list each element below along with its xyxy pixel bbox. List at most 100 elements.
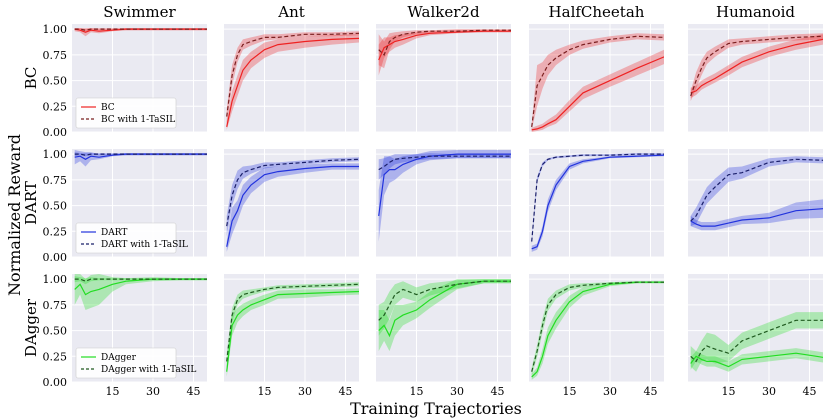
y-tick-label: 0.00: [43, 251, 68, 264]
legend-label-base: DAgger: [101, 353, 137, 363]
panel-background: [688, 24, 823, 132]
series-band-tasil: [690, 156, 823, 227]
series-line-tasil: [531, 35, 664, 127]
series-band-base: [226, 34, 359, 130]
row-labels: BC DART DAgger: [22, 67, 40, 357]
panel-dart-ant: [224, 149, 359, 258]
y-tick-label: 0.25: [43, 100, 68, 113]
series-line-tasil: [531, 281, 664, 372]
series-line-tasil: [690, 35, 823, 97]
panel-background: [688, 149, 823, 257]
panel-plot-area: [74, 150, 207, 167]
y-tick-label: 0.50: [43, 325, 68, 338]
x-tick-label: 15: [258, 385, 272, 398]
y-tick-label: 0.50: [43, 200, 68, 213]
series-line-tasil: [531, 153, 664, 242]
series-band-tasil: [378, 153, 511, 180]
y-tick-label: 0.75: [43, 49, 68, 62]
panel-dagger-swimmer: 0.00 0.25 0.50 0.75 1.00 15 30 45 DAgger DAgger w…: [43, 273, 207, 398]
panel-background: [688, 274, 823, 382]
x-tick-label: 30: [298, 385, 312, 398]
panel-plot-area: [378, 29, 511, 76]
x-tick-label: 45: [644, 385, 658, 398]
panel-bc-humanoid: [688, 24, 823, 133]
panel-plot-area: [74, 28, 207, 37]
series-band-tasil: [531, 33, 664, 130]
panel-plot-area: [690, 156, 823, 231]
panel-background: [224, 24, 359, 132]
y-tick-label: 0.75: [43, 174, 68, 187]
panel-plot-area: [226, 31, 359, 130]
series-band-tasil: [378, 279, 511, 336]
series-band-tasil: [690, 33, 823, 102]
series-line-base: [378, 153, 511, 216]
legend-label-base: BC: [101, 103, 115, 113]
panel-dart-halfcheetah: [529, 149, 664, 258]
panel-dart-swimmer: 0.00 0.25 0.50 0.75 1.00 DART DART with 1-TaSI…: [43, 148, 207, 264]
panel-background: [529, 149, 664, 257]
y-tick-label: 0.00: [43, 376, 68, 389]
series-band-base: [74, 274, 207, 310]
x-tick-label: 15: [410, 385, 424, 398]
series-line-tasil: [74, 278, 207, 282]
series-line-base: [690, 208, 823, 227]
series-line-tasil: [226, 283, 359, 362]
series-line-tasil: [378, 280, 511, 321]
panel-bc-swimmer: 0.00 0.25 0.50 0.75 1.00 BC BC with 1-TaSIL: [43, 23, 207, 139]
legend-label-tasil: DART with 1-TaSIL: [101, 240, 188, 250]
legend-dart: DART DART with 1-TaSIL: [75, 222, 188, 254]
series-line-tasil: [690, 319, 823, 363]
x-tick-label: 30: [762, 385, 776, 398]
column-title-swimmer: Swimmer: [103, 3, 176, 21]
y-tick-label: 0.50: [43, 75, 68, 88]
panel-dart-humanoid: [688, 149, 823, 258]
legend-label-tasil: BC with 1-TaSIL: [101, 115, 175, 125]
series-line-base: [531, 154, 664, 250]
y-tick-label: 1.00: [43, 23, 68, 36]
legend-bc: BC BC with 1-TaSIL: [75, 97, 177, 129]
x-tick-label: 15: [106, 385, 120, 398]
series-band-base: [226, 163, 359, 252]
y-tick-label: 0.00: [43, 126, 68, 139]
column-titles: Swimmer Ant Walker2d HalfCheetah Humanoid: [103, 3, 795, 21]
panel-dagger-walker2d: 15 30 45: [376, 274, 511, 398]
column-title-ant: Ant: [277, 3, 305, 21]
series-band-base: [690, 199, 823, 231]
series-line-tasil: [74, 28, 207, 31]
series-line-base: [226, 37, 359, 128]
column-title-halfcheetah: HalfCheetah: [549, 3, 645, 21]
legend-dagger: DAgger DAgger with 1-TaSIL: [75, 347, 196, 379]
series-line-tasil: [378, 155, 511, 171]
legend-box: [75, 97, 177, 129]
panel-plot-area: [378, 150, 511, 242]
series-line-base: [378, 30, 511, 61]
x-tick-label: 15: [563, 385, 577, 398]
series-band-tasil: [690, 312, 823, 372]
row-label-dagger: DAgger: [22, 298, 40, 357]
y-tick-label: 0.75: [43, 299, 68, 312]
panel-bc-walker2d: [376, 24, 511, 133]
panel-dart-walker2d: [376, 149, 511, 258]
row-label-bc: BC: [22, 67, 40, 90]
panel-plot-area: [226, 282, 359, 377]
x-tick-label: 45: [491, 385, 505, 398]
series-line-tasil: [226, 32, 359, 117]
y-tick-label: 0.25: [43, 225, 68, 238]
panel-plot-area: [690, 33, 823, 102]
series-line-base: [531, 56, 664, 131]
panel-plot-area: [690, 312, 823, 372]
series-line-tasil: [74, 153, 207, 156]
y-tick-label: 1.00: [43, 148, 68, 161]
series-band-base: [378, 279, 511, 352]
x-tick-label: 15: [722, 385, 736, 398]
panel-dagger-halfcheetah: 15 30 45: [529, 274, 664, 398]
legend-label-base: DART: [101, 228, 127, 238]
x-axis-label: Training Trajectories: [350, 399, 522, 418]
row-label-dart: DART: [22, 181, 40, 225]
legend-label-tasil: DAgger with 1-TaSIL: [101, 365, 196, 375]
panel-plot-area: [378, 279, 511, 352]
panel-plot-area: [74, 274, 207, 310]
y-tick-label: 1.00: [43, 273, 68, 286]
